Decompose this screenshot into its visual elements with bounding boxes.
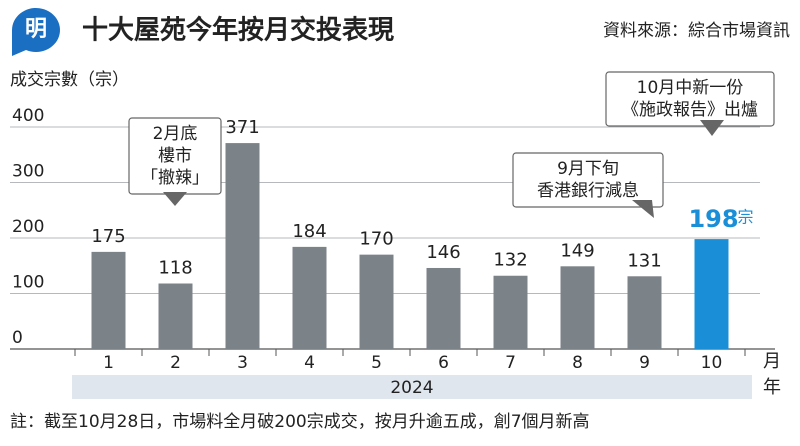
year-band [72, 375, 752, 399]
value-label: 170 [359, 229, 393, 250]
callout-pointer [632, 200, 654, 218]
bar [292, 246, 327, 349]
y-tick-label: 300 [12, 162, 44, 182]
callout-box [605, 71, 775, 127]
y-axis-label: 成交宗數（宗） [10, 70, 129, 90]
chart-title: 十大屋苑今年按月交投表現 [82, 15, 394, 46]
annotation-text: 「撤辣」 [141, 168, 209, 188]
x-tick-label: 1 [103, 353, 114, 373]
x-tick-label: 10 [701, 353, 723, 373]
annotation-text: 《施政報告》出爐 [622, 100, 758, 120]
x-tick-label: 2 [170, 353, 181, 373]
x-tick-label: 4 [304, 353, 315, 373]
value-label: 131 [627, 250, 661, 271]
bar [225, 143, 260, 349]
callout-pointer [163, 192, 187, 206]
bar [627, 276, 662, 349]
value-label: 371 [225, 117, 259, 138]
callout-box [512, 152, 664, 208]
logo-badge [12, 8, 60, 56]
x-unit: 月 [763, 351, 781, 372]
bar [560, 266, 595, 349]
x-tick-label: 8 [572, 353, 583, 373]
value-label: 146 [426, 242, 460, 263]
annotation-text: 樓市 [158, 146, 192, 166]
value-label: 132 [493, 250, 527, 271]
annotation-text: 香港銀行減息 [537, 181, 639, 201]
source: 資料來源：綜合市場資訊 [603, 21, 790, 41]
annotation-text: 9月下旬 [557, 159, 619, 179]
value-label: 175 [91, 226, 125, 247]
bar [694, 239, 729, 349]
footnote: 註：截至10月28日，市場料全月破200宗成交，按月升逾五成，創7個月新高 [10, 412, 590, 432]
bar [158, 283, 193, 349]
y-tick-label: 200 [12, 217, 44, 237]
x-tick-label: 3 [237, 353, 248, 373]
bar [91, 251, 126, 349]
value-label: 184 [292, 221, 326, 242]
year-label: 2024 [390, 378, 433, 398]
callout-pointer [700, 120, 724, 136]
y-tick-label: 400 [12, 106, 44, 126]
value-unit: 宗 [738, 208, 754, 227]
y-tick-label: 0 [12, 328, 23, 348]
value-label: 149 [560, 240, 594, 261]
annotation-text: 2月底 [153, 124, 198, 144]
x-tick-label: 5 [371, 353, 382, 373]
bar [493, 275, 528, 349]
bar [359, 254, 394, 349]
bar [426, 267, 461, 349]
x-tick-label: 7 [505, 353, 516, 373]
logo: 明 [25, 17, 47, 42]
value-label: 118 [158, 258, 192, 279]
year-unit: 年 [763, 377, 781, 398]
x-tick-label: 9 [639, 353, 650, 373]
value-label: 198 [688, 205, 738, 233]
y-tick-label: 100 [12, 273, 44, 293]
annotation-text: 10月中新一份 [637, 78, 744, 98]
x-tick-label: 6 [438, 353, 449, 373]
